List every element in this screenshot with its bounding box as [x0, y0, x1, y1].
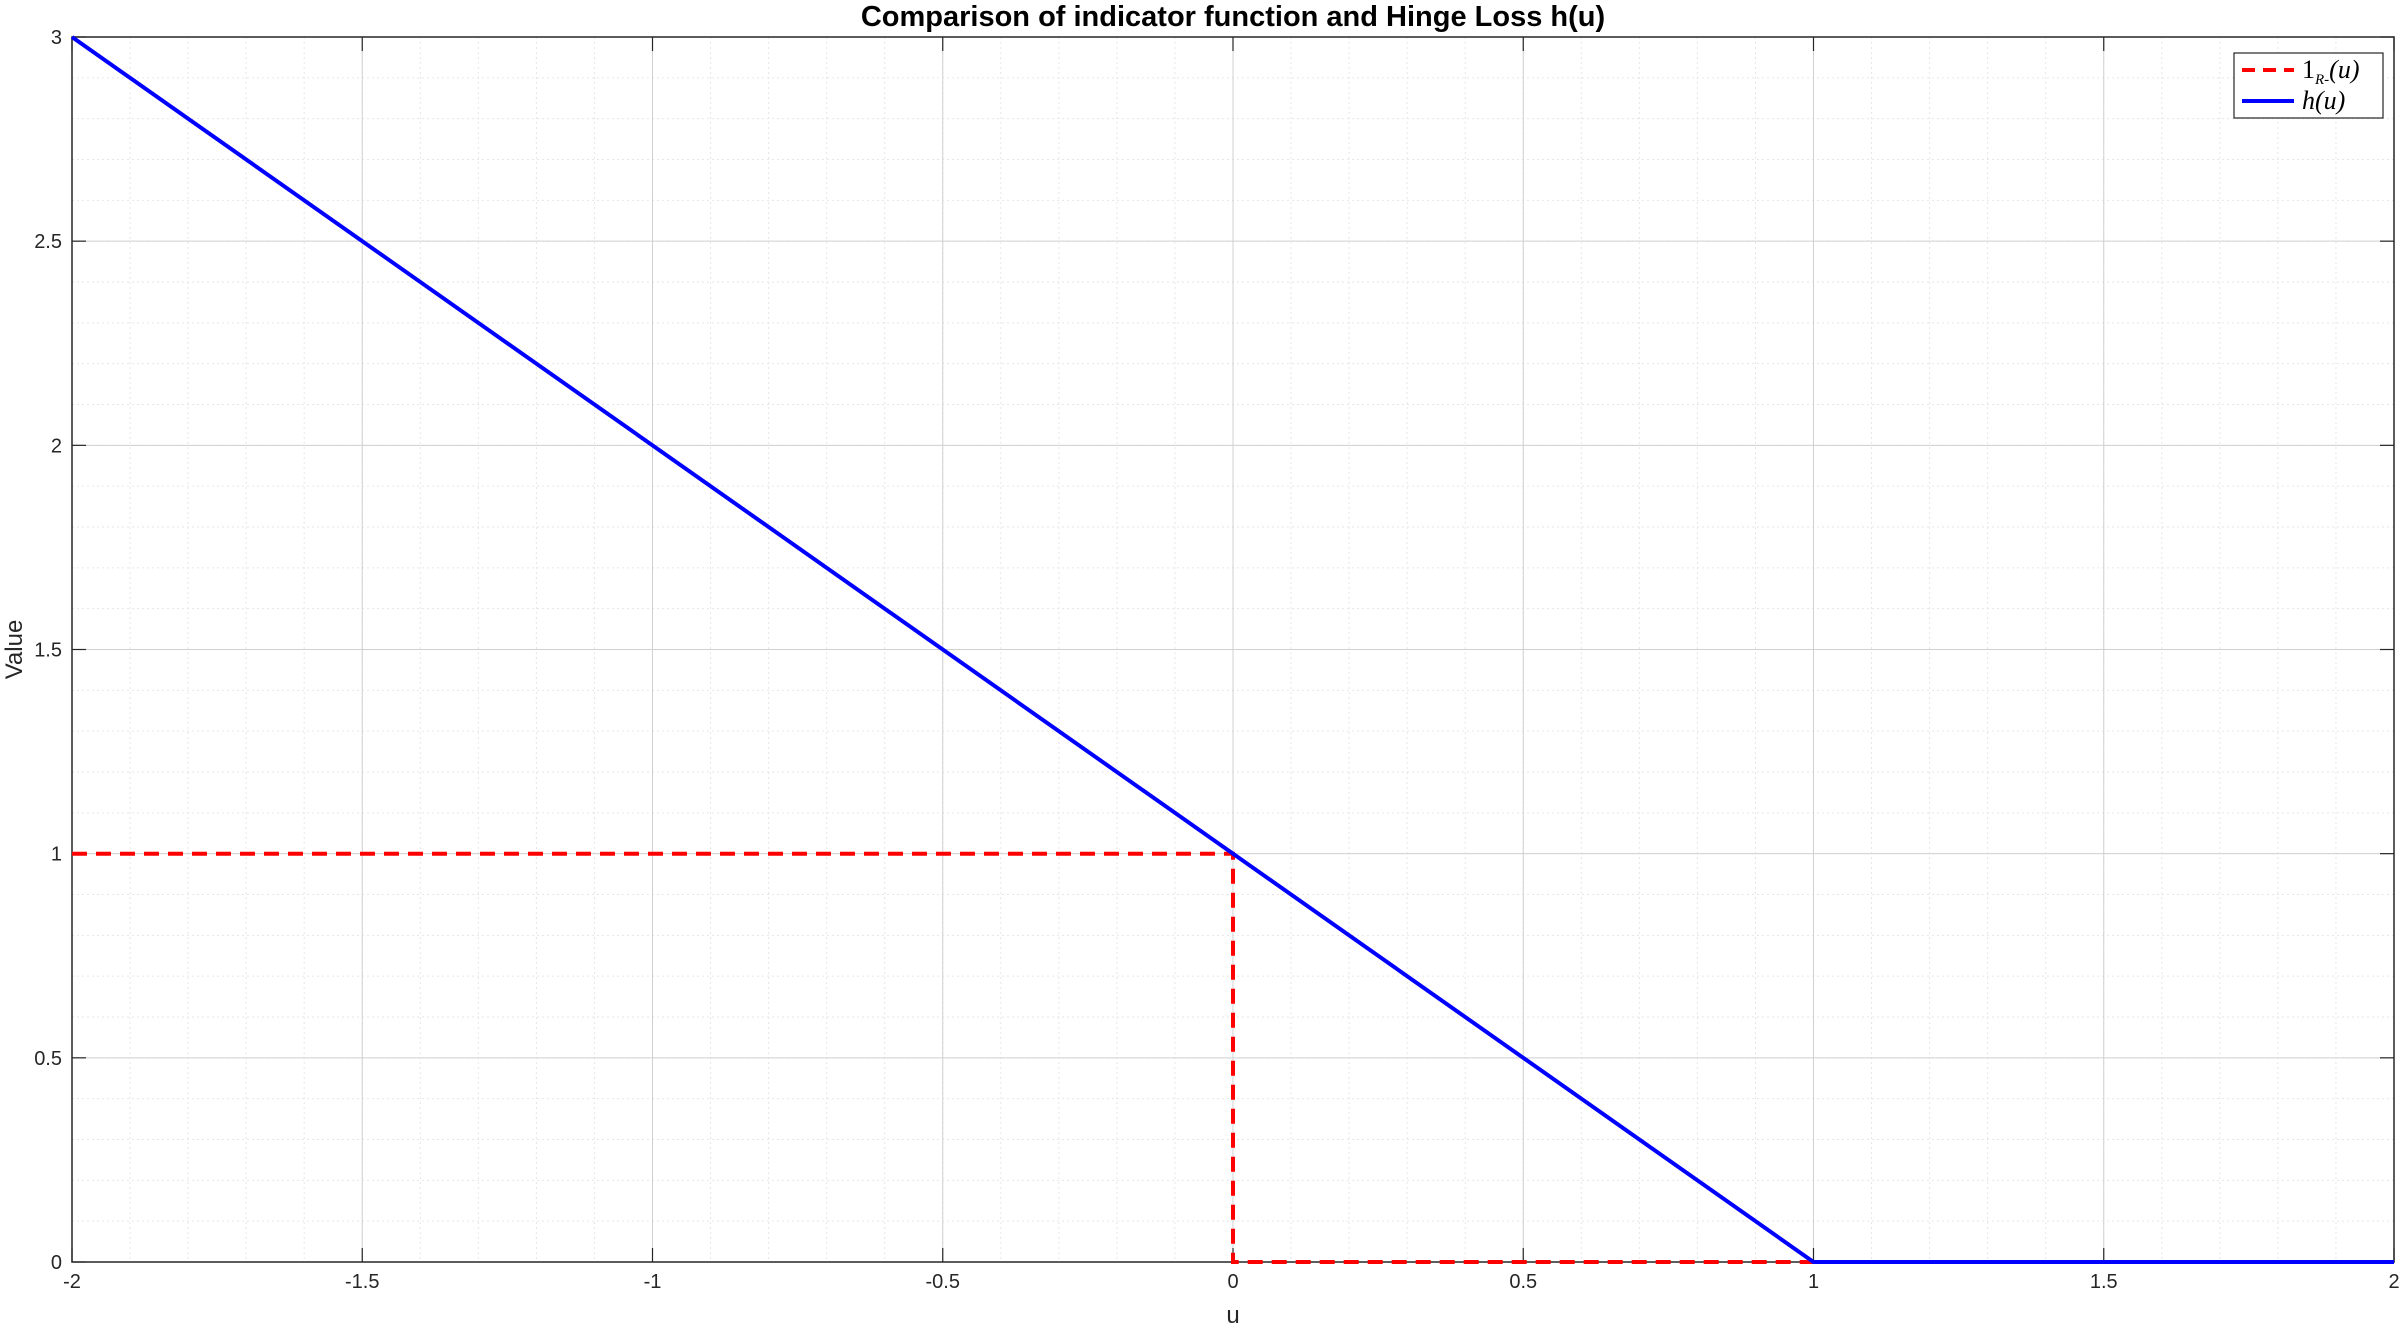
- legend-label-hinge: h(u): [2302, 86, 2345, 115]
- x-tick-label: 0.5: [1509, 1271, 1537, 1293]
- x-tick-labels: -2 -1.5 -1 -0.5 0 0.5 1 1.5 2: [63, 1271, 2399, 1293]
- x-tick-label: 2: [2388, 1271, 2399, 1293]
- y-tick-label: 3: [51, 27, 62, 49]
- x-tick-label: 1.5: [2090, 1271, 2118, 1293]
- x-tick-label: -0.5: [926, 1271, 960, 1293]
- y-tick-labels: 0 0.5 1 1.5 2 2.5 3: [34, 27, 62, 1274]
- legend-label-hinge-main: h(u): [2302, 86, 2345, 115]
- y-tick-label: 1: [51, 844, 62, 866]
- legend-label-indicator-tail: (u): [2329, 55, 2359, 84]
- legend: 1R-(u) h(u): [2234, 53, 2383, 118]
- y-tick-label: 2: [51, 435, 62, 457]
- x-tick-label: -1.5: [345, 1271, 379, 1293]
- y-axis-label: Value: [1, 620, 28, 680]
- x-axis-label: u: [1226, 1302, 1239, 1328]
- y-tick-label: 2.5: [34, 231, 62, 253]
- legend-label-indicator: 1R-(u): [2302, 55, 2360, 88]
- x-tick-label: 0: [1227, 1271, 1238, 1293]
- y-tick-label: 1.5: [34, 640, 62, 662]
- chart-title: Comparison of indicator function and Hin…: [861, 1, 1605, 33]
- legend-label-indicator-main: 1: [2302, 55, 2315, 84]
- x-tick-label: 1: [1808, 1271, 1819, 1293]
- y-tick-label: 0.5: [34, 1048, 62, 1070]
- x-tick-label: -2: [63, 1271, 81, 1293]
- x-tick-label: -1: [644, 1271, 662, 1293]
- y-tick-label: 0: [51, 1252, 62, 1274]
